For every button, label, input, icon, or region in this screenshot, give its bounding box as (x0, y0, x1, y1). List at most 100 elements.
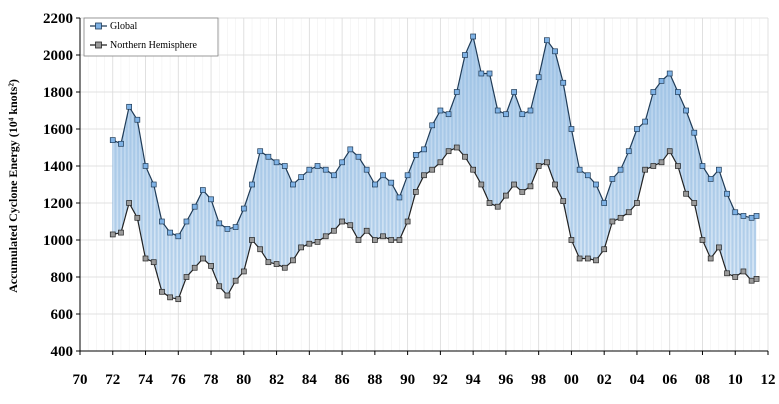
data-point-1 (470, 166, 476, 173)
data-point-1 (699, 237, 706, 243)
data-point-0 (462, 52, 468, 58)
x-tick-label: 78 (204, 372, 219, 388)
data-point-1 (118, 229, 124, 236)
data-point-0 (380, 172, 386, 179)
data-point-1 (240, 268, 247, 275)
data-point-0 (601, 200, 608, 206)
data-point-1 (421, 172, 427, 179)
data-point-0 (535, 74, 542, 81)
data-point-1 (584, 255, 591, 262)
x-tick-label: 84 (302, 372, 318, 388)
data-point-0 (363, 166, 370, 173)
data-point-1 (535, 163, 542, 169)
data-point-1 (396, 237, 403, 243)
data-point-1 (691, 200, 698, 206)
data-point-0 (753, 213, 760, 219)
y-tick-label: 2200 (43, 11, 73, 27)
x-tick-label: 04 (629, 372, 645, 388)
data-point-1 (634, 200, 640, 206)
data-point-0 (126, 103, 132, 110)
data-point-1 (412, 189, 419, 195)
data-point-0 (404, 172, 411, 179)
data-point-0 (576, 166, 583, 173)
data-point-0 (650, 89, 657, 95)
x-tick-label: 96 (498, 372, 514, 388)
data-point-0 (298, 174, 304, 180)
y-axis-label: Accumulated Cyclone Energy (10⁴ knots²) (6, 79, 20, 293)
data-point-1 (150, 259, 157, 266)
data-point-0 (257, 148, 264, 155)
data-point-0 (716, 166, 722, 173)
data-point-1 (224, 292, 231, 299)
data-point-0 (732, 209, 739, 216)
x-tick-label: 08 (695, 372, 710, 388)
y-tick-label: 1200 (43, 196, 73, 212)
x-tick-label: 74 (138, 372, 154, 388)
data-point-1 (683, 190, 689, 197)
data-point-0 (552, 48, 558, 55)
data-point-0 (388, 179, 395, 186)
data-point-0 (347, 146, 354, 153)
data-point-1 (593, 257, 599, 264)
data-point-1 (478, 181, 485, 188)
data-point-1 (109, 231, 116, 238)
data-point-1 (642, 166, 648, 173)
data-point-1 (314, 239, 321, 245)
data-point-1 (568, 237, 575, 243)
legend-nh-marker (95, 41, 102, 49)
data-point-1 (617, 214, 624, 221)
x-tick-label: 80 (236, 372, 251, 388)
data-point-0 (232, 224, 239, 230)
data-point-1 (519, 189, 526, 195)
data-point-1 (331, 227, 337, 234)
data-point-1 (511, 181, 517, 188)
legend-box (83, 17, 219, 57)
data-point-1 (281, 264, 288, 271)
data-point-0 (322, 166, 329, 173)
data-point-0 (421, 146, 427, 153)
data-point-1 (183, 274, 190, 280)
data-point-1 (372, 237, 378, 243)
data-point-0 (191, 203, 198, 210)
data-point-1 (453, 144, 460, 151)
data-point-0 (273, 159, 280, 166)
data-point-0 (142, 163, 149, 169)
y-tick-label: 600 (51, 307, 74, 323)
y-tick-label: 2000 (43, 48, 73, 64)
data-point-1 (175, 296, 182, 303)
data-point-1 (658, 159, 665, 166)
data-point-1 (200, 255, 206, 262)
data-point-0 (339, 159, 345, 166)
data-point-0 (478, 70, 485, 77)
y-tick-label: 1600 (43, 122, 73, 138)
data-point-1 (527, 183, 534, 190)
y-tick-label: 1800 (43, 85, 73, 101)
data-point-1 (601, 246, 608, 253)
data-point-0 (593, 181, 599, 188)
series-hatch-lines (112, 36, 757, 300)
data-point-1 (437, 159, 444, 166)
data-point-1 (552, 181, 558, 188)
data-point-1 (462, 153, 468, 160)
data-point-1 (159, 288, 165, 295)
data-point-0 (200, 187, 206, 193)
data-point-1 (142, 255, 149, 262)
y-tick-label: 800 (51, 270, 74, 286)
data-point-0 (642, 118, 648, 125)
data-point-0 (617, 166, 624, 173)
data-point-0 (183, 218, 190, 225)
x-tick-labels: 70 72 74 76 78 80 82 84 86 88 90 92 94 96 98 00 02 04 06 08… (73, 372, 776, 388)
data-point-1 (208, 263, 214, 269)
data-point-0 (429, 122, 436, 129)
data-point-0 (691, 129, 698, 136)
data-point-1 (257, 246, 264, 253)
y-tick-label: 400 (51, 344, 74, 360)
data-point-0 (445, 111, 452, 118)
data-point-1 (232, 277, 239, 284)
data-point-0 (658, 78, 665, 84)
x-tick-label: 86 (335, 372, 351, 388)
data-point-0 (224, 226, 231, 232)
data-point-0 (281, 163, 288, 169)
data-point-1 (724, 270, 730, 277)
data-point-0 (486, 70, 493, 77)
